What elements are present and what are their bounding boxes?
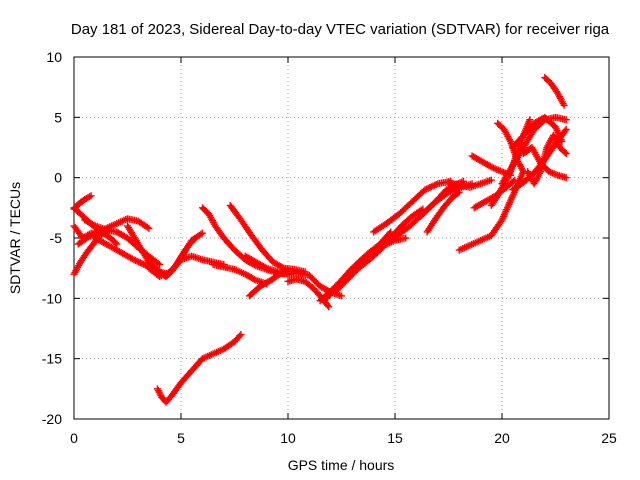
y-tick-label: -20 (42, 411, 62, 427)
x-tick-label: 25 (601, 430, 617, 446)
data-point (560, 101, 568, 109)
x-tick-label: 0 (70, 430, 78, 446)
data-point (561, 148, 569, 156)
data-point (561, 127, 569, 135)
data-point (487, 176, 495, 184)
series-pass-17 (323, 228, 395, 302)
series-pass-26 (468, 152, 515, 179)
x-tick-label: 20 (494, 430, 510, 446)
y-tick-label: 10 (46, 49, 62, 65)
x-tick-label: 15 (387, 430, 403, 446)
data-point (132, 256, 140, 264)
data-point (86, 193, 94, 201)
series-pass-09 (145, 252, 228, 281)
data-point (145, 224, 153, 232)
series-pass-29 (498, 113, 570, 188)
data-point (424, 184, 432, 192)
data-point (143, 223, 151, 231)
series-pass-28 (494, 119, 527, 176)
y-tick-label: -15 (42, 351, 62, 367)
x-tick-label: 10 (280, 430, 296, 446)
data-point (562, 174, 570, 182)
series-pass-31 (519, 144, 570, 182)
data-point (133, 257, 141, 265)
series-pass-18 (333, 205, 427, 294)
x-axis-label: GPS time / hours (288, 457, 395, 473)
series-pass-33 (541, 74, 568, 109)
series-pass-35 (153, 331, 245, 406)
data-point (454, 189, 462, 197)
data-point (511, 176, 519, 184)
data-point (427, 183, 435, 191)
data-point (261, 263, 269, 271)
data-point (338, 292, 345, 300)
series-pass-34 (509, 125, 570, 194)
data-point (562, 150, 570, 158)
data-point (130, 256, 138, 264)
data-point (197, 230, 205, 238)
data-point (90, 221, 98, 229)
data-point (135, 258, 143, 266)
data-point (429, 182, 437, 190)
data-point (324, 301, 332, 309)
x-tick-label: 5 (177, 430, 185, 446)
y-tick-label: 5 (54, 109, 62, 125)
data-point (488, 163, 496, 171)
data-point (140, 260, 148, 268)
y-tick-label: -5 (50, 230, 63, 246)
y-tick-label: -10 (42, 290, 62, 306)
chart-title: Day 181 of 2023, Sidereal Day-to-day VTE… (71, 21, 610, 38)
data-point (426, 183, 434, 191)
data-point (509, 177, 517, 185)
data-point (236, 332, 244, 340)
data-point (284, 267, 292, 275)
data-point (432, 180, 440, 188)
data-point (189, 237, 197, 245)
data-point (112, 239, 120, 247)
data-point (423, 185, 431, 193)
data-point (455, 188, 463, 196)
y-axis: -20 -15 -10 -5 0 5 10 (42, 49, 609, 427)
y-tick-label: 0 (54, 170, 62, 186)
x-axis: 0 5 10 15 20 25 (70, 57, 617, 446)
series-pass-22 (423, 188, 463, 236)
data-point (198, 229, 206, 237)
data-point (431, 181, 439, 189)
data-point (421, 186, 429, 194)
series-pass-19 (370, 177, 455, 236)
series-pass-14 (245, 267, 292, 300)
data-point (136, 259, 144, 267)
series-pass-15 (284, 275, 333, 311)
series-pass-23 (445, 176, 495, 191)
data-point (141, 261, 149, 269)
data-point (138, 259, 146, 267)
data-point (562, 116, 570, 124)
data-point (190, 235, 198, 243)
data-point (154, 259, 162, 267)
data-point (87, 192, 95, 200)
data-point (402, 234, 410, 242)
series-pass-03 (70, 192, 95, 213)
grid-lines (74, 57, 609, 419)
data-point (459, 177, 467, 185)
data-point (325, 303, 333, 311)
series-pass-12 (226, 201, 309, 276)
data-point (562, 125, 570, 133)
data-point (156, 261, 164, 269)
y-axis-label: SDTVAR / TECUs (7, 182, 23, 294)
data-points (70, 74, 570, 406)
data-point (526, 116, 534, 124)
series-pass-05 (74, 215, 153, 248)
data-point (250, 275, 258, 283)
data-point (237, 331, 245, 339)
